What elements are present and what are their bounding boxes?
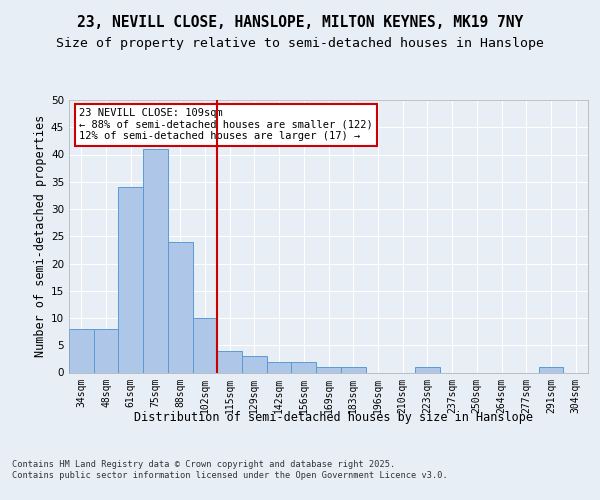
Bar (341, 367, 365, 372)
Text: 23 NEVILL CLOSE: 109sqm
← 88% of semi-detached houses are smaller (122)
12% of s: 23 NEVILL CLOSE: 109sqm ← 88% of semi-de… (79, 108, 373, 142)
Bar (69, 329, 94, 372)
Text: Contains HM Land Registry data © Crown copyright and database right 2025.
Contai: Contains HM Land Registry data © Crown c… (12, 460, 448, 479)
Text: Size of property relative to semi-detached houses in Hanslope: Size of property relative to semi-detach… (56, 38, 544, 51)
Bar (242, 356, 267, 372)
Bar (539, 367, 563, 372)
Y-axis label: Number of semi-detached properties: Number of semi-detached properties (34, 115, 47, 358)
Bar (292, 362, 316, 372)
Bar (193, 318, 217, 372)
Bar (118, 187, 143, 372)
Bar (217, 350, 242, 372)
Bar (415, 367, 440, 372)
Text: Distribution of semi-detached houses by size in Hanslope: Distribution of semi-detached houses by … (134, 411, 533, 424)
Bar (267, 362, 292, 372)
Bar (94, 329, 118, 372)
Bar (143, 149, 168, 372)
Bar (316, 367, 341, 372)
Bar (168, 242, 193, 372)
Text: 23, NEVILL CLOSE, HANSLOPE, MILTON KEYNES, MK19 7NY: 23, NEVILL CLOSE, HANSLOPE, MILTON KEYNE… (77, 15, 523, 30)
